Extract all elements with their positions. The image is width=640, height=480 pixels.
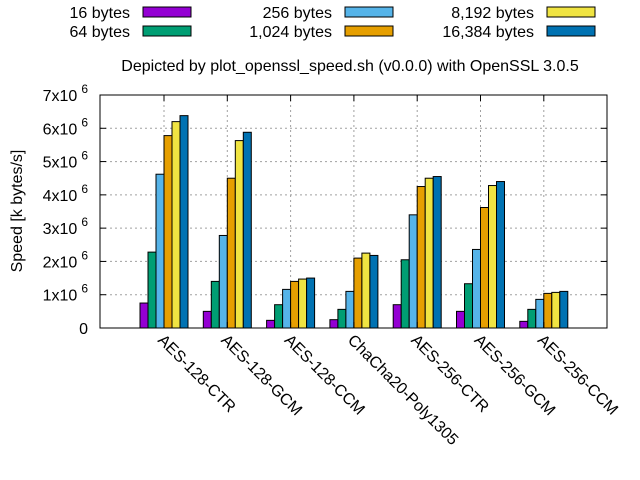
chart-subtitle: Depicted by plot_openssl_speed.sh (v0.0.… (121, 58, 579, 75)
legend: 16 bytes 64 bytes 256 bytes 1,024 bytes 8,19… (70, 5, 596, 41)
bar (179, 115, 189, 329)
legend-label: 16 bytes (70, 5, 130, 22)
bar (488, 185, 497, 329)
bar (147, 251, 157, 329)
bar (266, 319, 276, 329)
bar (345, 290, 355, 329)
bar (472, 248, 481, 329)
y-tick-label: 0 (79, 321, 88, 338)
legend-label: 16,384 bytes (442, 24, 534, 41)
bar (551, 291, 561, 329)
legend-swatch (546, 6, 596, 18)
bar (456, 310, 465, 329)
bar (298, 278, 308, 329)
bar (226, 177, 236, 329)
bar (282, 288, 292, 329)
legend-swatch (142, 25, 192, 37)
bars (139, 115, 569, 329)
legend-swatch (142, 6, 192, 18)
bar (527, 308, 537, 329)
bar (424, 177, 434, 329)
bar (464, 283, 473, 329)
bar (519, 320, 529, 329)
bar (416, 186, 426, 329)
y-tick-label: 1x10 6 (43, 282, 89, 305)
x-tick-label: ChaCha20-Poly1305 (344, 332, 461, 449)
bar (210, 280, 220, 329)
bar (155, 173, 165, 329)
legend-swatch (344, 25, 394, 37)
legend-label: 256 bytes (263, 5, 332, 22)
legend-label: 64 bytes (70, 24, 130, 41)
bar (234, 140, 244, 329)
bar (306, 277, 316, 329)
y-tick-label: 6x10 6 (43, 115, 89, 138)
legend-swatch (344, 6, 394, 18)
y-tick-label: 3x10 6 (43, 215, 89, 238)
bar (480, 207, 489, 329)
bar (218, 234, 228, 329)
bar (361, 252, 371, 329)
bar (171, 121, 181, 329)
bar (329, 319, 339, 329)
bar (432, 176, 442, 329)
bar (242, 131, 252, 329)
bar (400, 259, 410, 329)
y-tick-label: 2x10 6 (43, 248, 89, 271)
bar (274, 304, 284, 329)
legend-label: 1,024 bytes (249, 24, 332, 41)
y-axis: 0 1x10 6 2x10 6 3x10 6 4x10 6 5x10 6 6x10 6 7x10 6 (43, 82, 607, 338)
bar (139, 302, 149, 329)
bar (408, 214, 418, 329)
bar (496, 181, 505, 329)
bar (290, 280, 300, 329)
bar (559, 290, 569, 329)
bar (337, 308, 347, 329)
y-tick-label: 7x10 6 (43, 82, 89, 105)
bar (163, 135, 173, 329)
legend-swatch (546, 25, 596, 37)
bar (535, 298, 545, 329)
bar (543, 292, 553, 329)
y-axis-label: Speed [k bytes/s] (9, 150, 26, 273)
legend-label: 8,192 bytes (451, 5, 534, 22)
bar (353, 257, 363, 329)
y-tick-label: 5x10 6 (43, 149, 89, 172)
y-tick-label: 4x10 6 (43, 182, 89, 205)
bar (392, 304, 402, 329)
bar (202, 310, 212, 329)
bar (369, 254, 379, 329)
